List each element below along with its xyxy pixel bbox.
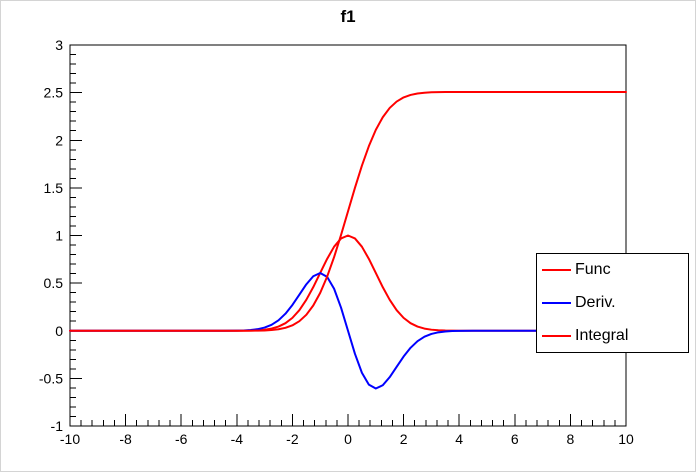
legend-line-sample-deriv	[542, 302, 571, 304]
x-tick-label: -10	[60, 431, 80, 447]
chart-title: f1	[340, 7, 356, 26]
y-tick-label: 2	[55, 132, 63, 148]
x-tick-label: 10	[618, 431, 634, 447]
legend-item-func: Func	[537, 254, 688, 287]
legend-label: Integral	[575, 326, 629, 344]
legend-line-sample-func	[542, 269, 571, 272]
x-tick-label: -8	[119, 431, 132, 447]
y-tick-label: 1	[55, 228, 63, 244]
x-tick-label: 0	[344, 431, 352, 447]
x-tick-label: -2	[286, 431, 299, 447]
series-line-integral	[69, 91, 627, 332]
x-tick-label: 2	[400, 431, 408, 447]
legend-line-sample-integral	[542, 334, 571, 337]
x-tick-label: 8	[567, 431, 575, 447]
y-tick-label: 3	[55, 37, 63, 53]
legend-label: Func	[575, 261, 611, 279]
x-tick-label: -4	[231, 431, 244, 447]
y-tick-label: 1.5	[44, 180, 64, 196]
legend: Func Deriv. Integral	[536, 253, 689, 353]
x-tick-label: 4	[455, 431, 463, 447]
y-tick-label: 2.5	[44, 85, 64, 101]
legend-label: Deriv.	[575, 294, 616, 311]
y-tick-label: 0.5	[44, 275, 64, 291]
legend-item-integral: Integral	[537, 319, 688, 352]
legend-item-deriv: Deriv.	[537, 287, 688, 320]
y-tick-label: 0	[55, 323, 63, 339]
y-tick-label: -0.5	[39, 370, 63, 386]
y-tick-label: -1	[51, 418, 64, 434]
x-tick-label: -6	[175, 431, 188, 447]
x-tick-label: 6	[511, 431, 519, 447]
